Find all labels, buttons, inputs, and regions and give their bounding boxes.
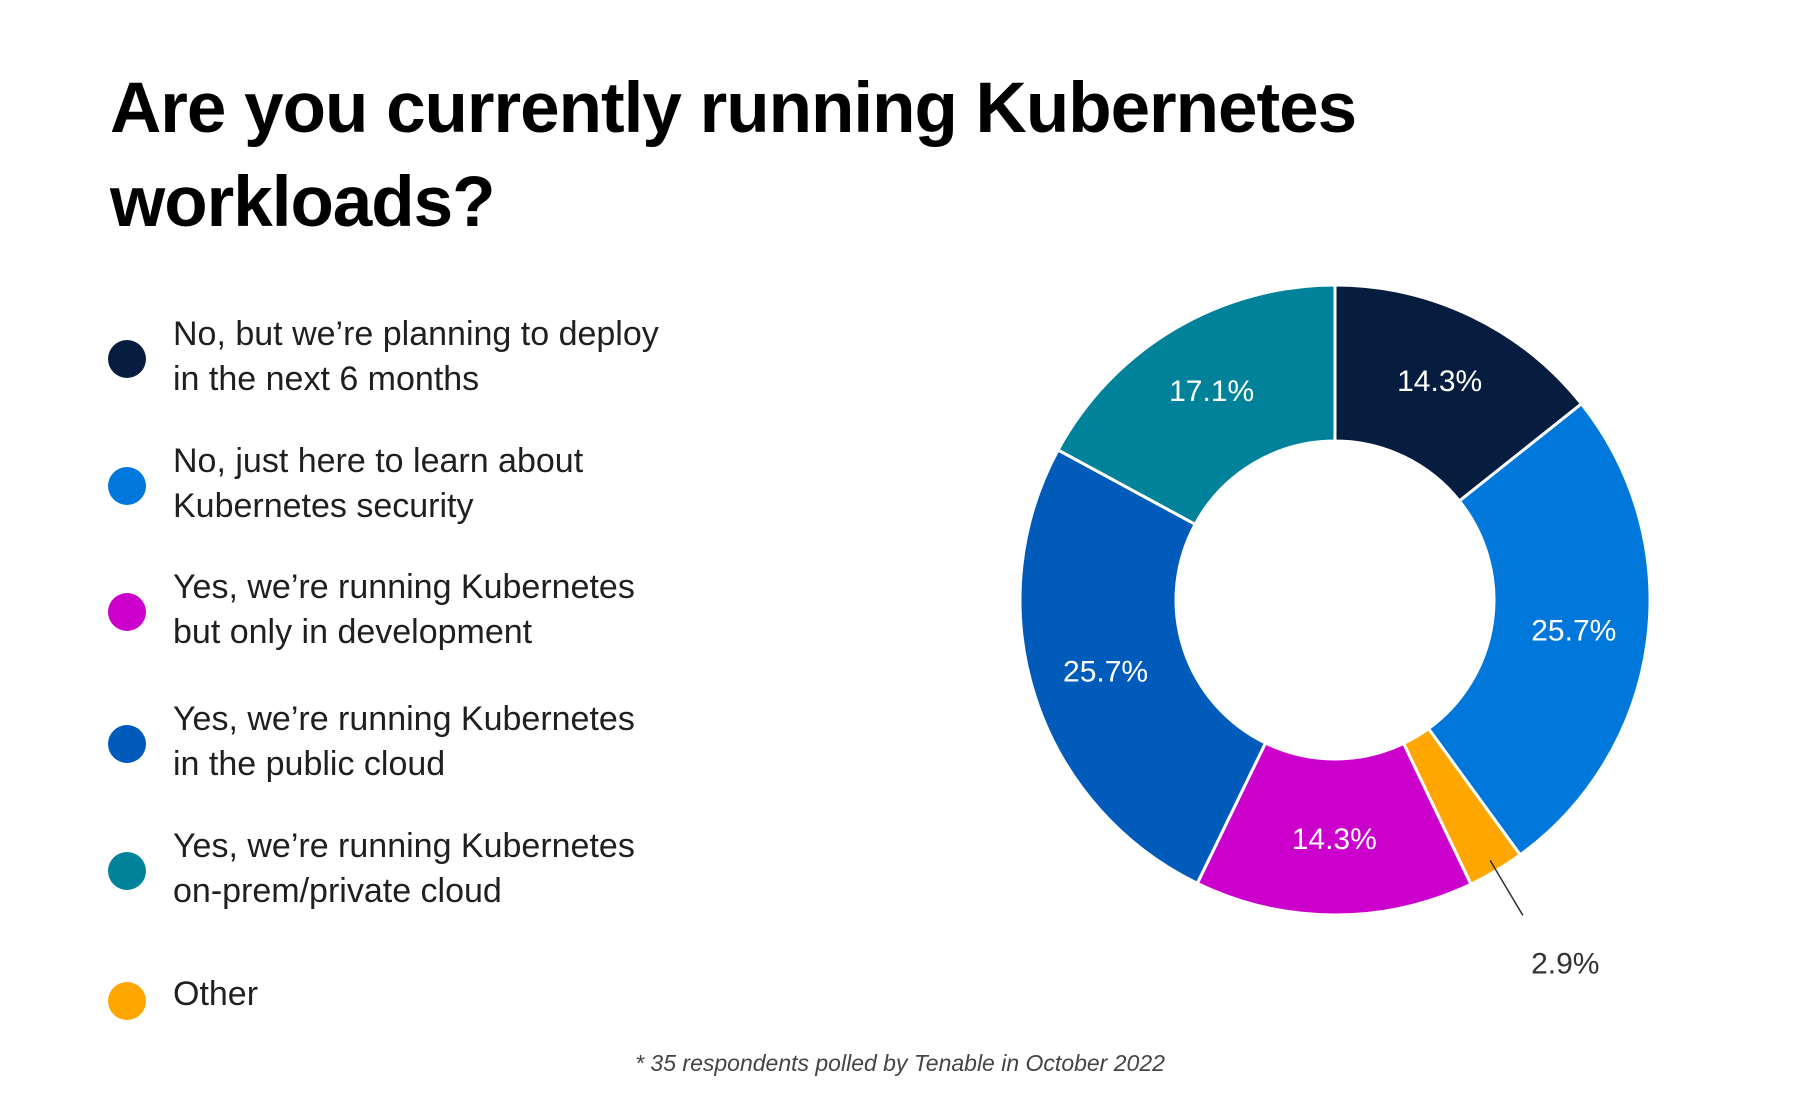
legend-label: Other [173,972,733,1017]
legend-label: Yes, we’re running Kubernetes on-prem/pri… [173,824,733,914]
leader-line [1489,859,1524,916]
legend-label: No, but we’re planning to deploy in the n… [173,312,733,402]
legend-label-line: on-prem/private cloud [173,872,502,910]
legend-label-line: but only in development [173,613,533,651]
slice-value-label: 14.3% [1397,365,1482,398]
chart-title: Are you currently running Kubernetes wor… [110,69,1357,242]
slice-value-label: 2.9% [1531,948,1599,981]
footnote: * 35 respondents polled by Tenable in Oc… [635,1050,1165,1076]
legend-label-line: No, just here to learn about [173,442,584,480]
legend-label-line: in the public cloud [173,745,446,783]
legend-swatch [108,593,146,631]
legend-label-line: No, but we’re planning to deploy [173,315,659,353]
legend-swatch [108,725,146,763]
legend-label: Yes, we’re running Kubernetes but only in… [173,565,733,655]
legend-label: Yes, we’re running Kubernetes in the publ… [173,697,733,787]
donut-slice [1195,741,1473,917]
legend-swatch [108,852,146,890]
legend-swatch [108,340,146,378]
donut-slice [1055,283,1337,527]
legend-label-line: Yes, we’re running Kubernetes [173,700,635,738]
slice-value-label: 25.7% [1531,614,1616,647]
legend-label-line: Other [173,975,259,1013]
legend-label-line: Yes, we’re running Kubernetes [173,568,635,606]
legend-swatch [108,467,146,505]
donut-slice [1426,401,1652,857]
legend-swatch [108,982,146,1020]
slice-value-label: 14.3% [1292,823,1377,856]
donut-slice [1018,447,1268,886]
donut-slice [1333,283,1584,504]
legend-label-line: Yes, we’re running Kubernetes [173,827,635,865]
legend-label-line: Kubernetes security [173,487,474,525]
legend-label-line: in the next 6 months [173,360,480,398]
legend-label: No, just here to learn about Kubernetes s… [173,439,733,529]
slice-value-label: 17.1% [1169,375,1254,408]
slice-value-label: 25.7% [1063,656,1148,689]
